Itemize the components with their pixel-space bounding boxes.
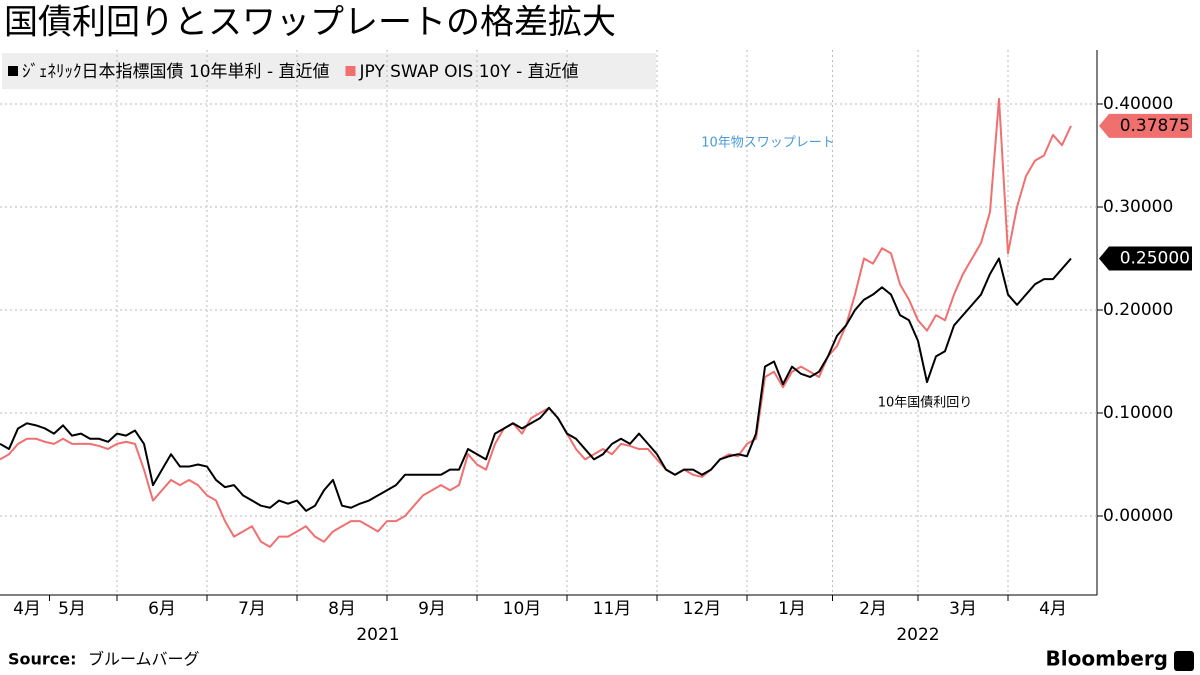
x-tick-label: 6月 — [148, 599, 176, 619]
legend-swatch — [345, 66, 356, 76]
y-tick-label: 0.40000 — [1103, 94, 1173, 114]
source: ブルームバーグ — [88, 650, 200, 669]
x-tick-label: 9月 — [418, 599, 446, 619]
source-label: Source: — [8, 650, 77, 669]
end-label: 0.37875 — [1120, 116, 1190, 136]
x-tick-label: 2月 — [859, 599, 887, 619]
legend-swatch — [8, 66, 18, 76]
x-tick-label: 10月 — [503, 599, 542, 619]
x-tick-label: 3月 — [949, 599, 977, 619]
brand: Bloomberg — [1046, 647, 1168, 671]
year-label: 2021 — [356, 625, 399, 645]
x-tick-label: 11月 — [593, 599, 632, 619]
annotation: 10年物スワップレート — [701, 136, 835, 151]
y-tick-label: 0.30000 — [1103, 197, 1173, 217]
x-tick-label: 5月 — [58, 599, 86, 619]
legend-box — [2, 53, 656, 89]
chart-title: 国債利回りとスワップレートの格差拡大 — [4, 3, 616, 43]
brand-icon — [1174, 651, 1194, 671]
x-tick-label: 4月 — [13, 599, 41, 619]
x-tick-label: 1月 — [778, 599, 806, 619]
series-line — [0, 257, 1072, 512]
end-label-box — [1099, 246, 1192, 271]
x-tick-label: 12月 — [683, 599, 722, 619]
year-label: 2022 — [896, 625, 939, 645]
x-tick-label: 8月 — [328, 599, 356, 619]
y-tick-label: 0.00000 — [1103, 506, 1173, 526]
x-tick-label: 4月 — [1039, 599, 1067, 619]
y-tick-label: 0.10000 — [1103, 403, 1173, 423]
legend-label: ｼﾞｪﾈﾘｯｸ日本指標国債 10年単利 - 直近値 — [22, 62, 329, 82]
series-line — [0, 97, 1072, 548]
end-label-box — [1099, 113, 1192, 138]
end-label: 0.25000 — [1120, 249, 1190, 269]
legend-label: JPY SWAP OIS 10Y - 直近値 — [358, 62, 578, 82]
x-tick-label: 7月 — [238, 599, 266, 619]
y-tick-label: 0.20000 — [1103, 300, 1173, 320]
annotation: 10年国債利回り — [878, 396, 973, 411]
